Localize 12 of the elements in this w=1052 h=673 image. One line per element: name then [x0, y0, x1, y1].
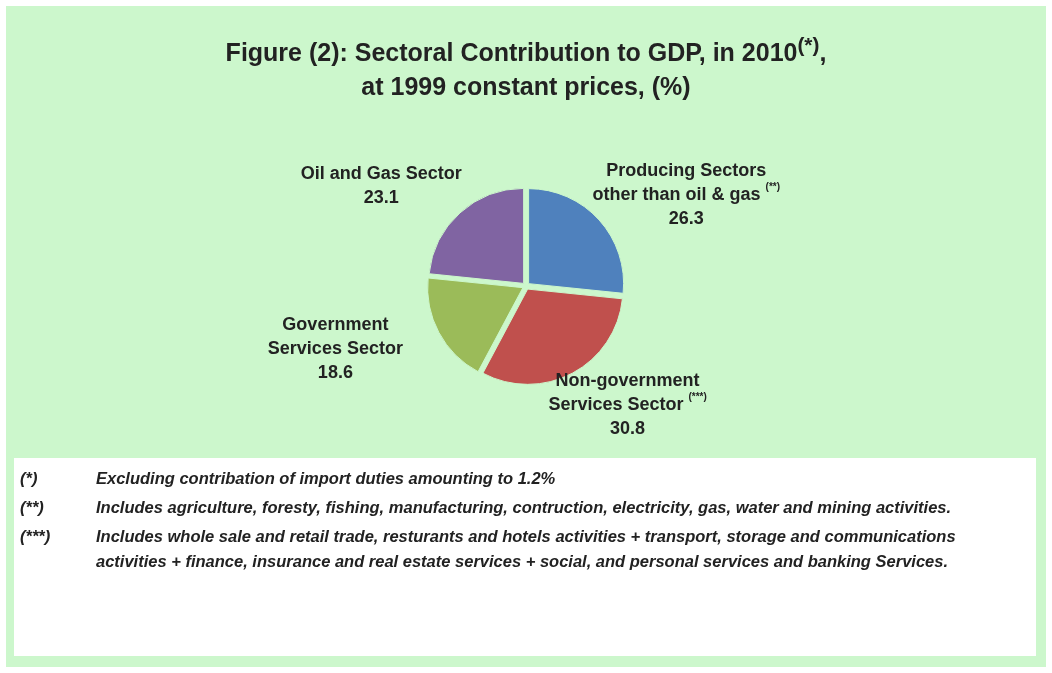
slice-label: Non-government Services Sector (***)	[548, 370, 707, 415]
data-label: 18.6	[317, 362, 353, 383]
data-label: 30.8	[610, 418, 646, 439]
data-label: 26.3	[668, 208, 704, 229]
text: (***) Includes whole sale and retail trade, resturants and hotels activities + transport, storage and communications activities + finance, insurance and real estate services + social, and personal services and banking Services.	[20, 527, 956, 570]
text: (*) Excluding contribation of import duties amounting to 1.2%	[20, 469, 556, 487]
slice-label: Government Services Sector	[267, 314, 403, 359]
data-label: 23.1	[363, 186, 399, 207]
chart-title: Figure (2): Sectoral Contribution to GDP, in 2010$^{(*)}$, at 1999 constant prices, (%)	[225, 33, 827, 101]
category-label: Producing Sectors other than oil & gas (**)	[592, 160, 781, 205]
slice-label: Oil and Gas Sector	[300, 162, 462, 183]
text: (**) Includes agriculture, foresty, fishing, manufacturing, contruction, electricity, gas, water and mining activities.	[20, 498, 952, 516]
